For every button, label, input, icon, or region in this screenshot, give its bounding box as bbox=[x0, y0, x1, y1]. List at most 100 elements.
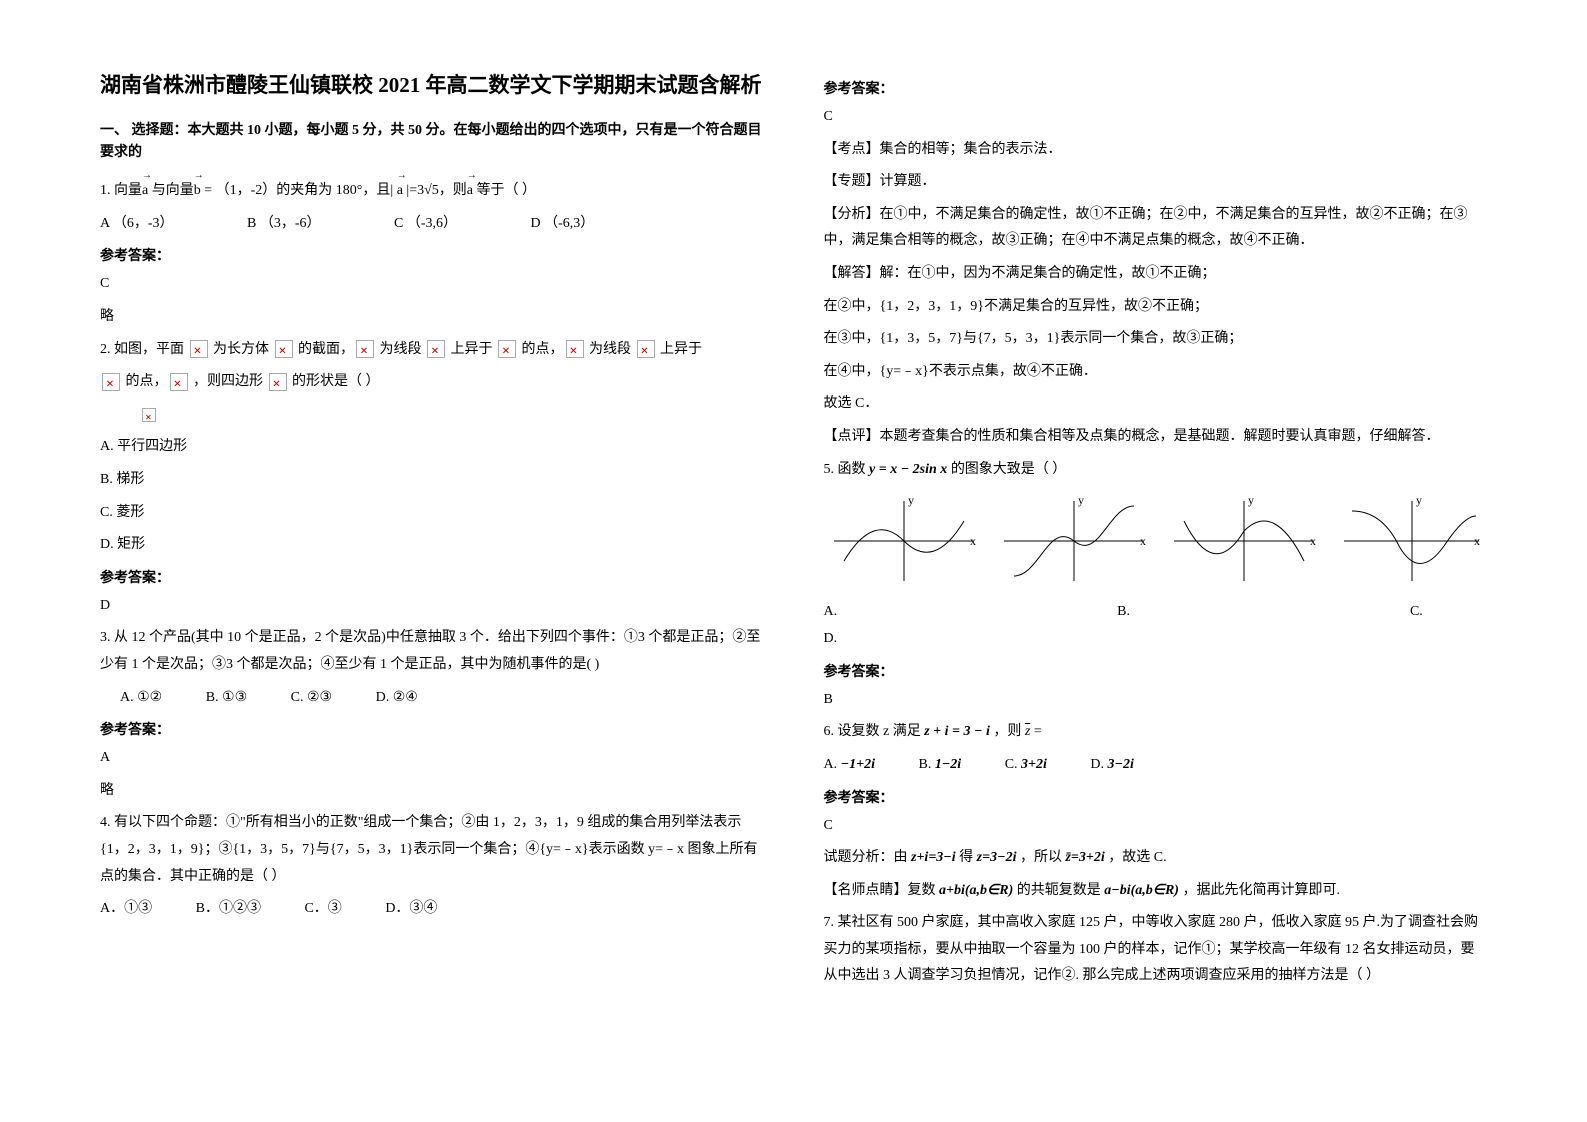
q4-opt-c: C．③ bbox=[304, 896, 341, 923]
q2-opt-d: D. 矩形 bbox=[100, 532, 764, 559]
q2-ans: D bbox=[100, 593, 764, 620]
q6-stem: 6. 设复数 z 满足 z + i = 3 − i ，则 z = bbox=[824, 719, 1488, 746]
q6-opt-c: C. 3+2i bbox=[1005, 752, 1047, 779]
q6-h3: ，据此先化简再计算即可. bbox=[1182, 883, 1340, 898]
q1-opt-c: C （-3,6） bbox=[394, 211, 457, 238]
q6-hf2: a−bi(a,b∈R) bbox=[1104, 883, 1179, 898]
q6-af2: z=3−2i bbox=[977, 850, 1017, 865]
q4-kaodian: 【考点】集合的相等；集合的表示法． bbox=[824, 137, 1488, 164]
q2-t5: 上异于 bbox=[451, 342, 497, 357]
q6-a2: 得 bbox=[959, 850, 973, 865]
q6-t1: 6. 设复数 z 满足 bbox=[824, 724, 921, 739]
q6-h1: 【名师点睛】复数 bbox=[824, 883, 936, 898]
q1-t4: |=3√5，则 bbox=[406, 183, 466, 198]
q5-lab-c: C. bbox=[1410, 604, 1423, 620]
broken-image-icon bbox=[356, 340, 374, 358]
section-1-head: 一、 选择题：本大题共 10 小题，每小题 5 分，共 50 分。在每小题给出的… bbox=[100, 120, 764, 165]
q6-hint: 【名师点睛】复数 a+bi(a,b∈R) 的共轭复数是 a−bi(a,b∈R) … bbox=[824, 878, 1488, 905]
svg-text:x: x bbox=[1140, 534, 1146, 548]
q6-af1: z+i=3−i bbox=[911, 850, 956, 865]
vec-a3-icon: a bbox=[467, 178, 473, 205]
svg-text:y: y bbox=[1416, 493, 1422, 507]
q2-t6: 的点， bbox=[522, 342, 564, 357]
q6-opt-d: D. 3−2i bbox=[1090, 752, 1134, 779]
right-column: 参考答案： C 【考点】集合的相等；集合的表示法． 【专题】计算题． 【分析】在… bbox=[824, 70, 1488, 996]
q4-fenxi: 【分析】在①中，不满足集合的确定性，故①不正确；在②中，不满足集合的互异性，故②… bbox=[824, 202, 1488, 255]
q2-t8: 上异于 bbox=[660, 342, 702, 357]
svg-text:x: x bbox=[1310, 534, 1316, 548]
q3-ans: A bbox=[100, 745, 764, 772]
svg-text:y: y bbox=[1248, 493, 1254, 507]
q2-t10: ，则四边形 bbox=[193, 374, 267, 389]
q2-t7: 为线段 bbox=[589, 342, 635, 357]
q5-t1: 5. 函数 bbox=[824, 462, 866, 477]
q1-opt-b: B （3，-6） bbox=[247, 211, 321, 238]
svg-text:y: y bbox=[1078, 493, 1084, 507]
svg-text:y: y bbox=[908, 493, 914, 507]
q4-opt-b: B．①②③ bbox=[196, 896, 261, 923]
svg-text:x: x bbox=[970, 534, 976, 548]
q6-ans: C bbox=[824, 813, 1488, 840]
broken-image-icon bbox=[170, 373, 188, 391]
q4-jieda-2: 在②中，{1，2，3，1，9}不满足集合的互异性，故②不正确； bbox=[824, 294, 1488, 321]
vec-b-icon: b bbox=[194, 178, 201, 205]
q5-lab-a: A. bbox=[824, 604, 838, 620]
broken-image-icon bbox=[269, 373, 287, 391]
q3-stem: 3. 从 12 个产品(其中 10 个是正品，2 个是次品)中任意抽取 3 个．… bbox=[100, 625, 764, 678]
q5-formula: y = x − 2sin x bbox=[869, 462, 947, 477]
q1-options: A （6，-3） B （3，-6） C （-3,6） D （-6,3） bbox=[100, 211, 764, 238]
q4-ans-label: 参考答案： bbox=[824, 78, 1488, 98]
q6-a3: ，所以 bbox=[1020, 850, 1062, 865]
function-graph-icon: y x y x y x y x bbox=[824, 491, 1484, 591]
q3-opt-c: C. ②③ bbox=[291, 685, 332, 712]
q2-opt-a: A. 平行四边形 bbox=[100, 434, 764, 461]
q1-opt-a: A （6，-3） bbox=[100, 211, 174, 238]
q1-ans: C bbox=[100, 271, 764, 298]
q4-jieda-5: 故选 C． bbox=[824, 391, 1488, 418]
q6-ans-label: 参考答案： bbox=[824, 787, 1488, 807]
q5-ans: B bbox=[824, 687, 1488, 714]
q6-a4: ，故选 C. bbox=[1108, 850, 1166, 865]
q1-t3: = （1，-2）的夹角为 180°，且| bbox=[204, 183, 396, 198]
broken-image-icon bbox=[498, 340, 516, 358]
doc-title: 湖南省株洲市醴陵王仙镇联校 2021 年高二数学文下学期期末试题含解析 bbox=[100, 70, 764, 102]
q2-opt-b: B. 梯形 bbox=[100, 467, 764, 494]
broken-image-icon bbox=[637, 340, 655, 358]
q5-lab-b: B. bbox=[1117, 604, 1130, 620]
q4-options: A．①③ B．①②③ C．③ D．③④ bbox=[100, 896, 764, 923]
q1-stem: 1. 向量a 与向量b = （1，-2）的夹角为 180°，且| a |=3√5… bbox=[100, 178, 764, 205]
q1-t1: 1. 向量 bbox=[100, 183, 142, 198]
q3-ans-label: 参考答案： bbox=[100, 719, 764, 739]
broken-image-icon bbox=[427, 340, 445, 358]
q3-options: A. ①② B. ①③ C. ②③ D. ②④ bbox=[120, 685, 764, 712]
q6-h2: 的共轭复数是 bbox=[1017, 883, 1101, 898]
q1-brief: 略 bbox=[100, 304, 764, 331]
vec-a2-icon: a bbox=[397, 178, 403, 205]
q5-stem: 5. 函数 y = x − 2sin x 的图象大致是（ ） bbox=[824, 457, 1488, 484]
z-bar-icon: z bbox=[1025, 724, 1030, 739]
q4-jieda-1: 【解答】解：在①中，因为不满足集合的确定性，故①不正确； bbox=[824, 261, 1488, 288]
broken-image-icon bbox=[566, 340, 584, 358]
q6-f1: z + i = 3 − i bbox=[924, 724, 990, 739]
q6-t3: = bbox=[1034, 724, 1042, 739]
broken-image-icon bbox=[190, 340, 208, 358]
q2-ans-label: 参考答案： bbox=[100, 567, 764, 587]
q2-stem-line1: 2. 如图，平面 为长方体 的截面， 为线段 上异于 的点， 为线段 上异于 bbox=[100, 337, 764, 364]
q4-jieda-4: 在④中，{y=﹣x}不表示点集，故④不正确． bbox=[824, 359, 1488, 386]
q5-ans-label: 参考答案： bbox=[824, 661, 1488, 681]
q2-stem-line2: 的点， ，则四边形 的形状是（ ） bbox=[100, 369, 764, 396]
q3-opt-d: D. ②④ bbox=[376, 685, 418, 712]
q5-t2: 的图象大致是（ ） bbox=[951, 462, 1067, 477]
q4-dianping: 【点评】本题考查集合的性质和集合相等及点集的概念，是基础题．解题时要认真审题，仔… bbox=[824, 424, 1488, 451]
q6-analysis: 试题分析：由 z+i=3−i 得 z=3−2i ，所以 z̄=3+2i ，故选 … bbox=[824, 845, 1488, 872]
q3-brief: 略 bbox=[100, 778, 764, 805]
q6-a1: 试题分析：由 bbox=[824, 850, 908, 865]
q6-t2: ，则 bbox=[993, 724, 1025, 739]
q2-t9: 的点， bbox=[126, 374, 168, 389]
broken-image-icon bbox=[102, 373, 120, 391]
q7-stem: 7. 某社区有 500 户家庭，其中高收入家庭 125 户，中等收入家庭 280… bbox=[824, 910, 1488, 990]
q6-opt-b: B. 1−2i bbox=[918, 752, 961, 779]
svg-text:x: x bbox=[1474, 534, 1480, 548]
q1-ans-label: 参考答案： bbox=[100, 245, 764, 265]
q2-t11: 的形状是（ ） bbox=[292, 374, 380, 389]
